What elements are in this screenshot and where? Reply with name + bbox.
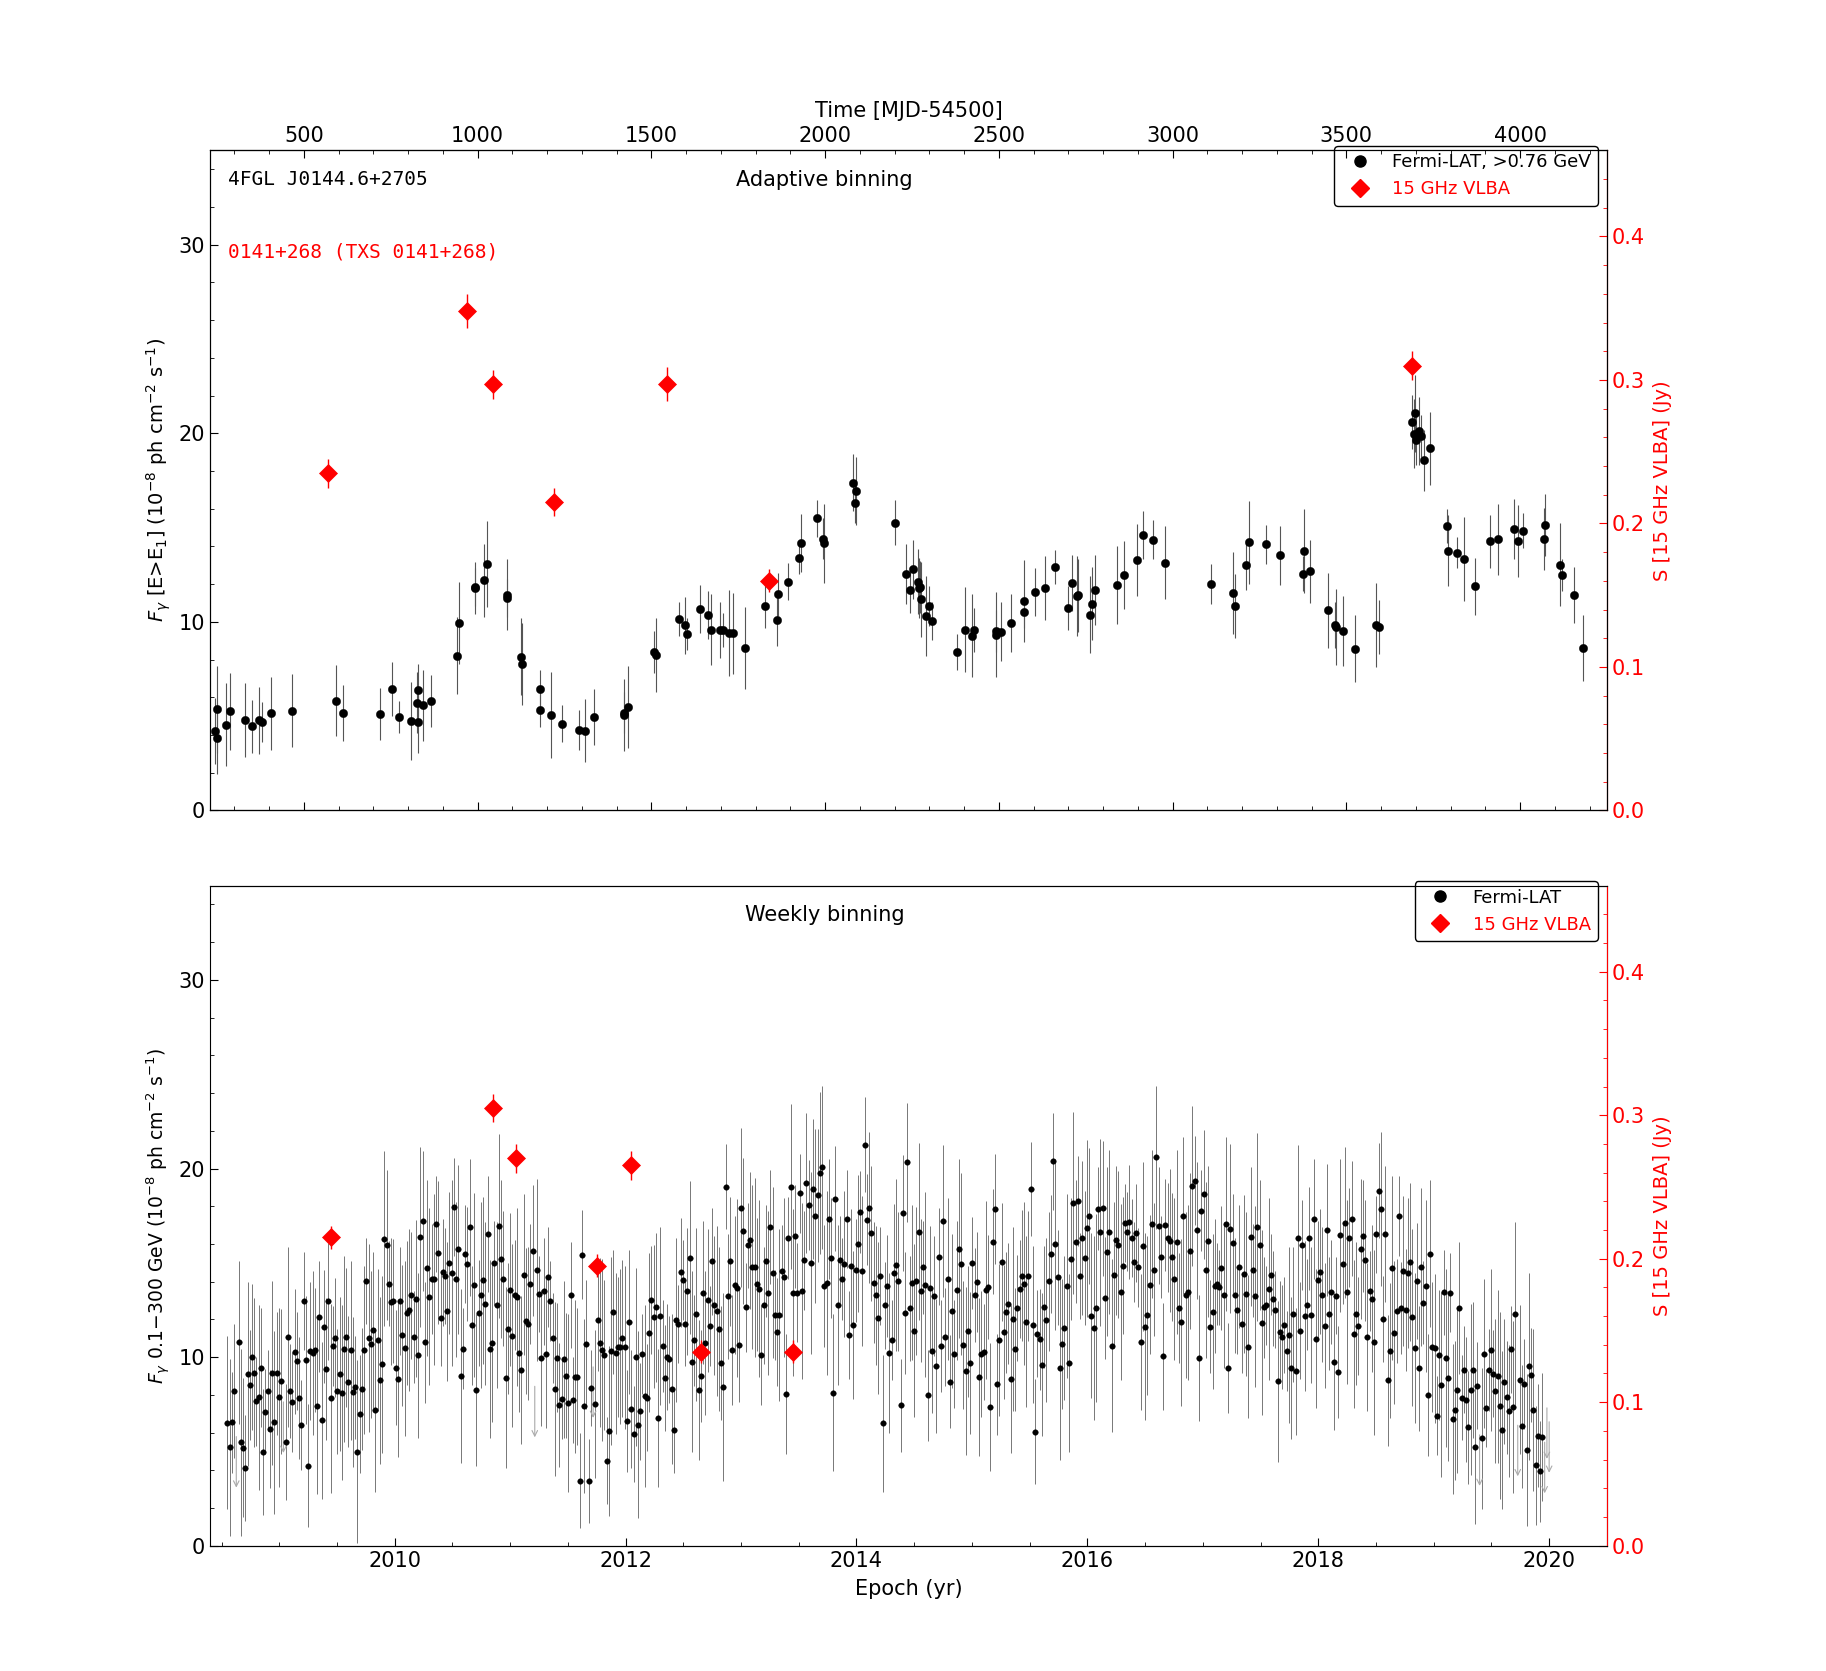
Y-axis label: S [15 GHz VLBA] (Jy): S [15 GHz VLBA] (Jy) [1653,1115,1673,1317]
X-axis label: Epoch (yr): Epoch (yr) [855,1579,962,1599]
Y-axis label: $F_{\gamma}$ [E>E$_1$] (10$^{-8}$ ph cm$^{-2}$ s$^{-1}$): $F_{\gamma}$ [E>E$_1$] (10$^{-8}$ ph cm$… [144,339,173,622]
X-axis label: Time [MJD-54500]: Time [MJD-54500] [814,102,1002,122]
Text: Adaptive binning: Adaptive binning [736,170,913,190]
Text: 4FGL J0144.6+2705: 4FGL J0144.6+2705 [228,170,427,189]
Text: 0141+268 (TXS 0141+268): 0141+268 (TXS 0141+268) [228,242,498,262]
Y-axis label: S [15 GHz VLBA] (Jy): S [15 GHz VLBA] (Jy) [1653,379,1673,582]
Legend: Fermi-LAT, >0.76 GeV, 15 GHz VLBA: Fermi-LAT, >0.76 GeV, 15 GHz VLBA [1335,147,1598,206]
Legend: Fermi-LAT, 15 GHz VLBA: Fermi-LAT, 15 GHz VLBA [1415,882,1598,941]
Text: Weekly binning: Weekly binning [745,906,904,926]
Y-axis label: $F_{\gamma}$ 0.1$-$300 GeV (10$^{-8}$ ph cm$^{-2}$ s$^{-1}$): $F_{\gamma}$ 0.1$-$300 GeV (10$^{-8}$ ph… [144,1048,173,1384]
